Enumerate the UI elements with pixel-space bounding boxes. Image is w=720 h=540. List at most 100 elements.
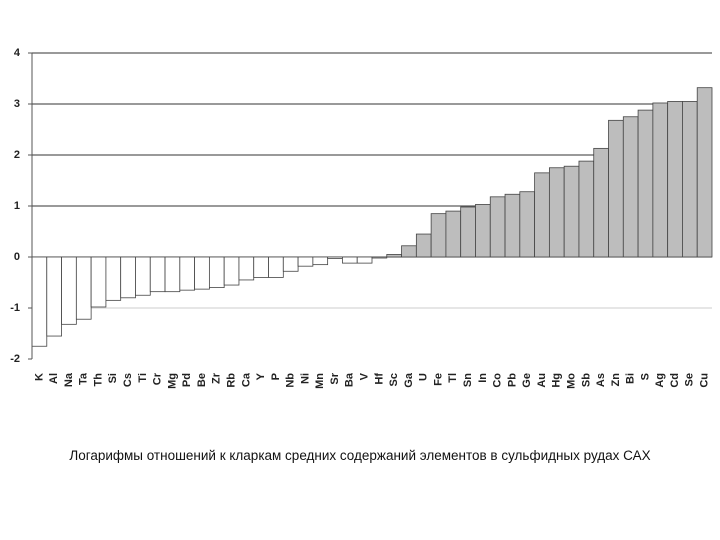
x-tick-label: Ag bbox=[654, 373, 666, 388]
x-tick-label: Hg bbox=[551, 373, 563, 388]
bar bbox=[652, 102, 669, 258]
x-tick-label: Pd bbox=[181, 373, 193, 387]
x-tick-label: Mg bbox=[166, 373, 178, 389]
x-tick-label: Ta bbox=[78, 372, 90, 385]
bar bbox=[238, 256, 255, 281]
bar bbox=[593, 147, 609, 258]
bar bbox=[297, 256, 314, 267]
x-tick-label: Al bbox=[48, 373, 60, 384]
y-tick-label: -1 bbox=[10, 302, 20, 314]
bar bbox=[90, 256, 107, 308]
bar bbox=[282, 256, 299, 272]
bar bbox=[135, 256, 151, 296]
x-tick-label: Zr bbox=[211, 372, 223, 384]
bar bbox=[268, 256, 284, 278]
bar bbox=[105, 256, 122, 301]
y-tick-label: -2 bbox=[10, 353, 20, 365]
bar bbox=[149, 256, 166, 293]
bar bbox=[475, 204, 491, 258]
bar bbox=[164, 256, 181, 293]
x-tick-label: Au bbox=[536, 373, 548, 388]
x-tick-label: In bbox=[477, 373, 489, 383]
bar bbox=[519, 191, 536, 258]
x-tick-label: Ca bbox=[240, 372, 252, 387]
x-tick-label: Cr bbox=[152, 372, 164, 385]
bar bbox=[504, 193, 521, 258]
x-tick-label: Sc bbox=[388, 373, 400, 386]
x-tick-label: Nb bbox=[285, 373, 297, 388]
bar bbox=[460, 206, 476, 258]
y-tick-label: 0 bbox=[14, 251, 20, 263]
bar bbox=[75, 256, 92, 320]
x-tick-label: Co bbox=[492, 373, 504, 388]
x-tick-label: Tl bbox=[447, 373, 459, 383]
x-tick-label: Ge bbox=[521, 373, 533, 388]
x-tick-label: Se bbox=[684, 373, 696, 386]
bar bbox=[194, 256, 210, 290]
bar bbox=[445, 210, 462, 258]
x-tick-label: Bi bbox=[625, 373, 637, 384]
bar bbox=[312, 256, 329, 266]
x-tick-label: Si bbox=[107, 373, 119, 383]
bar bbox=[682, 101, 698, 258]
bar bbox=[371, 256, 388, 259]
bar bbox=[179, 256, 196, 291]
x-tick-label: Ni bbox=[299, 373, 311, 384]
x-tick-label: Pb bbox=[506, 373, 518, 387]
x-tick-label: Be bbox=[196, 373, 208, 387]
bar bbox=[637, 109, 654, 258]
x-tick-label: Rb bbox=[225, 373, 237, 388]
y-tick-label: 2 bbox=[14, 149, 20, 161]
x-tick-label: Cu bbox=[699, 373, 711, 388]
bar bbox=[327, 256, 343, 259]
bar bbox=[61, 256, 77, 325]
y-tick-label: 1 bbox=[14, 200, 20, 212]
bar bbox=[208, 256, 225, 289]
x-tick-label: K bbox=[33, 373, 45, 381]
x-tick-label: Y bbox=[255, 372, 267, 380]
bar bbox=[31, 256, 48, 347]
x-tick-label: Hf bbox=[373, 373, 385, 385]
x-tick-label: V bbox=[359, 372, 371, 380]
bar bbox=[223, 256, 240, 286]
bar bbox=[622, 116, 639, 258]
x-tick-label: Na bbox=[63, 372, 75, 387]
bar bbox=[563, 165, 580, 258]
x-tick-label: Sn bbox=[462, 373, 474, 387]
bar bbox=[342, 256, 358, 264]
bar bbox=[696, 87, 713, 258]
x-tick-label: U bbox=[418, 373, 430, 381]
x-tick-label: Sb bbox=[580, 373, 592, 387]
bar bbox=[608, 119, 624, 258]
bar bbox=[534, 172, 550, 258]
x-tick-label: Mo bbox=[565, 373, 577, 389]
chart-caption: Логарифмы отношений к кларкам средних со… bbox=[69, 448, 651, 463]
x-tick-label: Fe bbox=[432, 373, 444, 386]
x-tick-label: P bbox=[270, 373, 282, 380]
bar bbox=[578, 160, 595, 258]
x-tick-label: Th bbox=[92, 373, 104, 387]
bar bbox=[667, 101, 683, 258]
bar bbox=[356, 256, 373, 264]
bar bbox=[253, 256, 269, 278]
x-tick-label: Ba bbox=[344, 372, 356, 387]
x-tick-label: S bbox=[639, 373, 651, 380]
x-tick-label: Cd bbox=[669, 373, 681, 388]
bar bbox=[46, 256, 62, 337]
bar bbox=[430, 213, 447, 258]
x-tick-label: As bbox=[595, 373, 607, 387]
x-tick-label: Mn bbox=[314, 373, 326, 389]
x-tick-label: Zn bbox=[610, 373, 622, 387]
bar bbox=[401, 245, 417, 258]
x-tick-label: Sr bbox=[329, 372, 341, 384]
bar bbox=[415, 233, 432, 258]
y-tick-label: 4 bbox=[14, 47, 21, 59]
y-tick-label: 3 bbox=[14, 98, 20, 110]
x-tick-label: Ti bbox=[137, 373, 149, 383]
bar bbox=[120, 256, 136, 299]
bar bbox=[548, 167, 565, 258]
bar bbox=[489, 196, 506, 258]
x-tick-label: Ga bbox=[403, 372, 415, 388]
